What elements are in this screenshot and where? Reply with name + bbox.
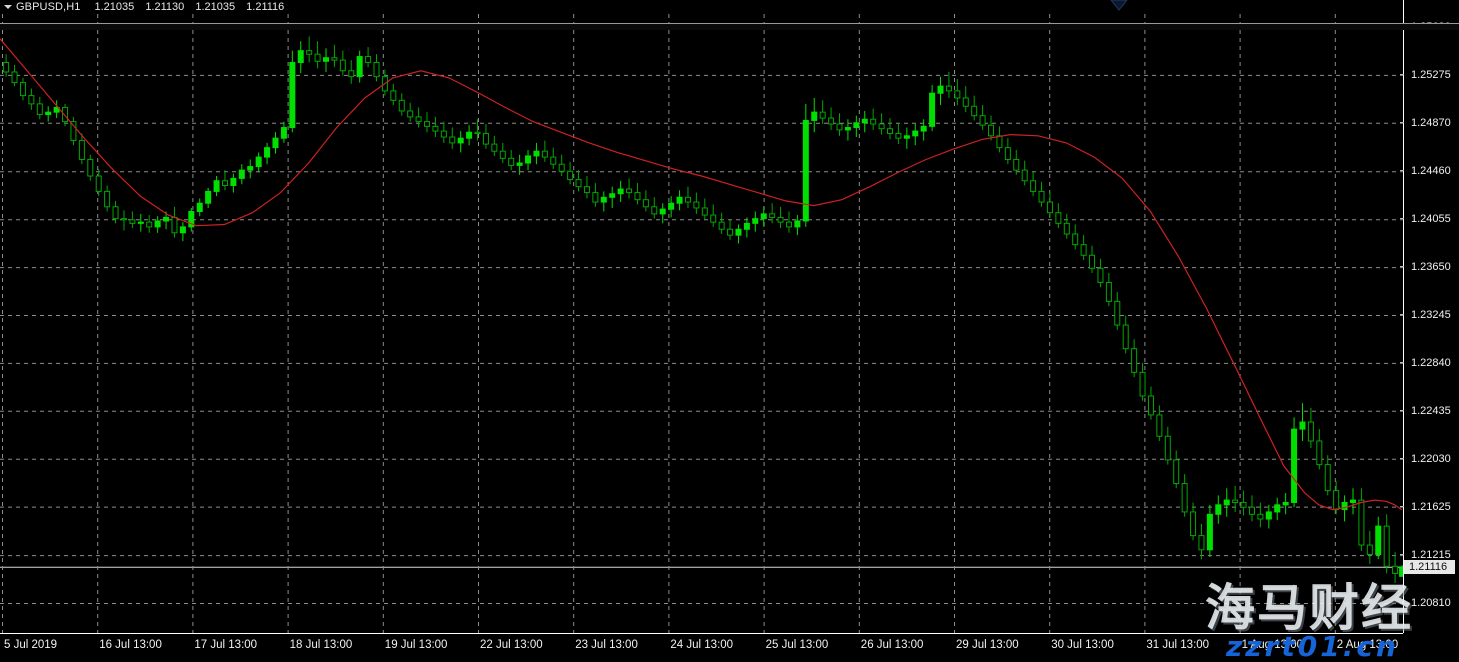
symbol-timeframe-label: GBPUSD,H1 xyxy=(16,1,81,13)
price-axis-tick: 1.24870 xyxy=(1400,116,1451,130)
price-axis-tick: 1.23245 xyxy=(1400,308,1451,322)
time-axis-tick: 18 Jul 13:00 xyxy=(289,639,353,651)
price-axis-tick: 1.21625 xyxy=(1400,500,1451,514)
time-axis-tick: 1 Aug 13:00 xyxy=(1241,639,1303,651)
time-axis-tick: 19 Jul 13:00 xyxy=(384,639,448,651)
price-axis-tick: 1.24055 xyxy=(1400,212,1451,226)
price-axis-tick: 1.22030 xyxy=(1400,452,1451,466)
price-axis[interactable]: 1.256801.252751.248701.244601.240551.236… xyxy=(1400,0,1459,633)
vertical-gridlines xyxy=(2,14,1336,633)
price-axis-tick: 1.25275 xyxy=(1400,68,1451,82)
price-axis-tick: 1.20810 xyxy=(1400,596,1451,610)
chart-top-marker-icon xyxy=(1110,0,1128,11)
ohlc-open-value: 1.21035 xyxy=(94,1,135,13)
time-axis-tick: 30 Jul 13:00 xyxy=(1051,639,1114,651)
time-axis[interactable]: 5 Jul 2019 16 Jul 13:00 17 Jul 13:00 18 Jul… xyxy=(0,633,1403,662)
horizontal-gridlines xyxy=(0,27,1403,604)
time-axis-tick: 26 Jul 13:00 xyxy=(860,639,924,651)
time-axis-tick: 25 Jul 13:00 xyxy=(765,639,829,651)
time-axis-tick: 29 Jul 13:00 xyxy=(956,639,1019,651)
time-axis-tick: 16 Jul 13:00 xyxy=(99,639,162,651)
time-axis-bottom-strip xyxy=(0,23,1459,30)
time-axis-tick: 5 Jul 2019 xyxy=(4,639,58,651)
time-axis-tick: 2 Aug 13:00 xyxy=(1336,639,1399,651)
moving-average-line xyxy=(0,38,1402,511)
chart-canvas[interactable] xyxy=(0,14,1403,633)
time-axis-tick: 24 Jul 13:00 xyxy=(670,639,734,651)
time-axis-tick: 31 Jul 13:00 xyxy=(1146,639,1210,651)
ohlc-close-value: 1.21116 xyxy=(246,1,285,13)
ohlc-readout: 1.21035 1.21130 1.21035 1.21116 xyxy=(94,0,292,14)
price-axis-tick: 1.22840 xyxy=(1400,356,1451,370)
price-axis-tick: 1.23650 xyxy=(1400,260,1451,274)
chevron-down-icon[interactable] xyxy=(4,5,12,9)
current-price-label: 1.21116 xyxy=(1404,559,1455,574)
ohlc-high-value: 1.21130 xyxy=(145,1,185,13)
time-axis-tick: 22 Jul 13:00 xyxy=(480,639,543,651)
candlestick-series xyxy=(3,36,1403,583)
time-axis-tick: 17 Jul 13:00 xyxy=(194,639,258,651)
chart-header: GBPUSD,H1 1.21035 1.21130 1.21035 1.2111… xyxy=(0,0,292,14)
chart-plot-area[interactable] xyxy=(0,14,1403,633)
time-axis-tick: 23 Jul 13:00 xyxy=(575,639,638,651)
ohlc-low-value: 1.21035 xyxy=(195,1,236,13)
price-axis-tick: 1.24460 xyxy=(1400,164,1451,178)
price-axis-tick: 1.21215 xyxy=(1400,548,1451,562)
price-axis-tick: 1.22435 xyxy=(1400,404,1451,418)
